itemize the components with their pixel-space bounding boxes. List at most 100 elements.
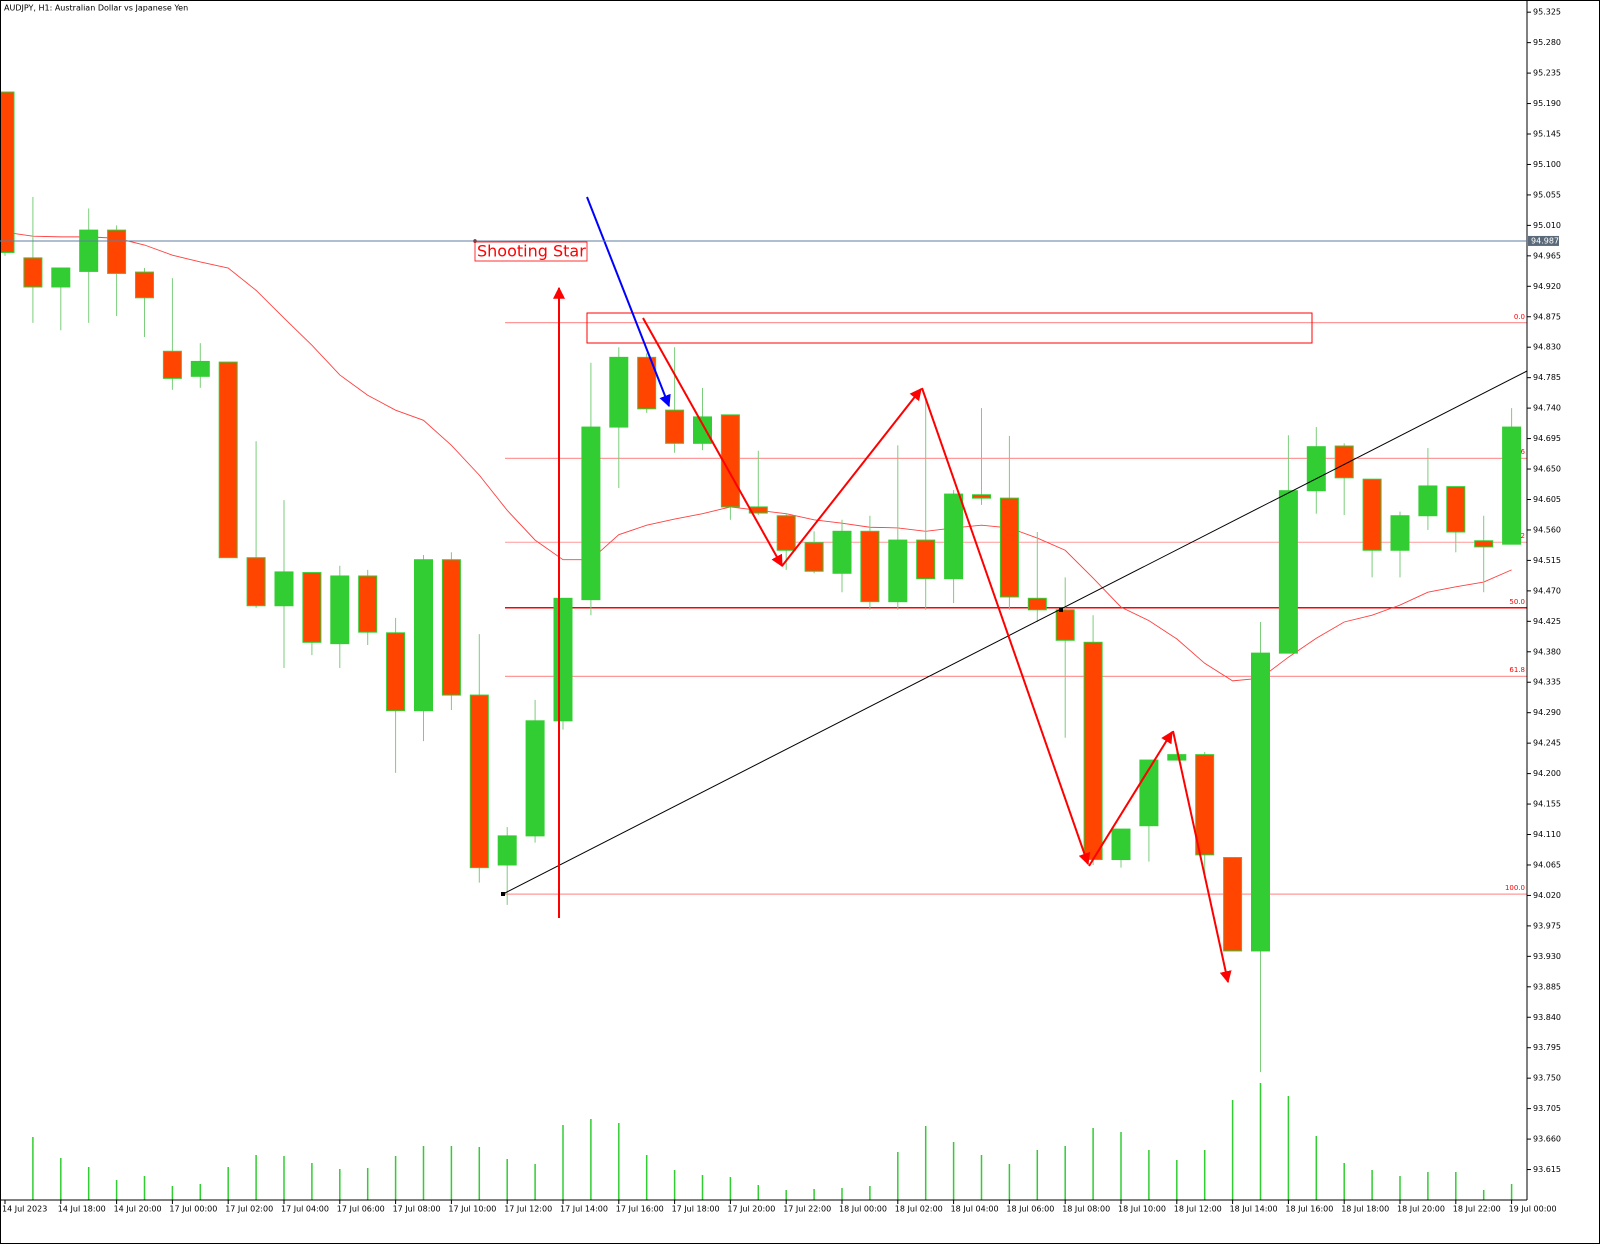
- x-tick-label: 18 Jul 00:00: [839, 1205, 887, 1214]
- candle-body: [1418, 485, 1438, 517]
- candle-body: [469, 694, 489, 869]
- x-tick-label: 18 Jul 04:00: [951, 1205, 999, 1214]
- x-tick-label: 14 Jul 2023: [2, 1205, 47, 1214]
- y-tick-label: 94.470: [1533, 586, 1561, 595]
- current-price-label: 94.987: [1531, 236, 1559, 245]
- x-tick-label: 17 Jul 00:00: [169, 1205, 217, 1214]
- x-tick-label: 18 Jul 22:00: [1453, 1205, 1501, 1214]
- current-price-tag: [1528, 235, 1559, 246]
- candle-body: [609, 356, 629, 428]
- candle-body: [1306, 446, 1326, 492]
- y-tick-label: 93.885: [1533, 982, 1561, 991]
- y-tick-label: 94.200: [1533, 769, 1561, 778]
- x-tick-label: 18 Jul 12:00: [1174, 1205, 1222, 1214]
- y-tick-label: 95.010: [1533, 221, 1561, 230]
- y-tick-label: 94.605: [1533, 495, 1561, 504]
- y-tick-label: 94.290: [1533, 708, 1561, 717]
- x-tick-label: 18 Jul 10:00: [1118, 1205, 1166, 1214]
- candle-body: [1195, 754, 1215, 856]
- candle-body: [1390, 515, 1410, 551]
- x-tick-label: 17 Jul 10:00: [448, 1205, 496, 1214]
- fib-label: 50.0: [1509, 598, 1525, 606]
- y-tick-label: 93.795: [1533, 1043, 1561, 1052]
- candle-body: [135, 271, 154, 299]
- candle-body: [916, 539, 936, 580]
- x-tick-label: 19 Jul 00:00: [1509, 1205, 1557, 1214]
- x-tick-label: 17 Jul 16:00: [616, 1205, 664, 1214]
- fib-label: 0.0: [1514, 313, 1525, 321]
- candle-body: [944, 493, 964, 580]
- candle-body: [162, 350, 182, 379]
- overlay: Shooting Star: [473, 196, 1528, 984]
- x-tick-label: 18 Jul 14:00: [1230, 1205, 1278, 1214]
- candle-body: [1334, 445, 1354, 479]
- fib-label: 61.8: [1509, 666, 1525, 674]
- candle-body: [1502, 426, 1522, 545]
- x-tick-label: 14 Jul 18:00: [58, 1205, 106, 1214]
- y-tick-label: 93.750: [1533, 1074, 1561, 1083]
- x-tick-label: 17 Jul 14:00: [560, 1205, 608, 1214]
- candle-body: [1055, 609, 1075, 641]
- candle-body: [497, 835, 517, 866]
- y-tick-label: 95.190: [1533, 99, 1561, 108]
- y-tick-label: 95.325: [1533, 8, 1561, 17]
- candle-body: [441, 559, 461, 696]
- y-tick-label: 95.055: [1533, 190, 1561, 199]
- y-tick-label: 94.155: [1533, 800, 1561, 809]
- annotation-text: Shooting Star: [477, 242, 586, 261]
- x-tick-label: 17 Jul 22:00: [783, 1205, 831, 1214]
- candle-body: [888, 539, 908, 603]
- y-tick-label: 94.740: [1533, 404, 1561, 413]
- candle-body: [190, 360, 210, 377]
- candle-body: [330, 575, 350, 645]
- y-tick-label: 94.065: [1533, 860, 1561, 869]
- chart-title: AUDJPY, H1: Australian Dollar vs Japanes…: [4, 4, 188, 13]
- y-tick-label: 95.145: [1533, 130, 1561, 139]
- zigzag-leg: [1088, 730, 1173, 867]
- y-tick-label: 93.705: [1533, 1104, 1561, 1113]
- y-tick-label: 95.235: [1533, 69, 1561, 78]
- x-tick-label: 17 Jul 12:00: [504, 1205, 552, 1214]
- y-tick-label: 94.920: [1533, 282, 1561, 291]
- x-tick-label: 17 Jul 02:00: [225, 1205, 273, 1214]
- zigzag-leg: [1172, 730, 1232, 984]
- y-tick-label: 94.650: [1533, 465, 1561, 474]
- y-tick-label: 94.560: [1533, 525, 1561, 534]
- trend-line: [502, 370, 1528, 895]
- candle-body: [1083, 641, 1103, 861]
- candle-body: [358, 575, 378, 633]
- y-tick-label: 93.840: [1533, 1013, 1561, 1022]
- candle-body: [804, 542, 824, 572]
- zigzag-leg: [642, 317, 783, 568]
- x-tick-label: 18 Jul 20:00: [1397, 1205, 1445, 1214]
- candle-body: [1474, 540, 1494, 548]
- y-tick-label: 94.785: [1533, 373, 1561, 382]
- resistance-box: [586, 312, 1313, 344]
- candle-body: [1446, 486, 1466, 533]
- x-tick-label: 17 Jul 04:00: [281, 1205, 329, 1214]
- candle-body: [1278, 490, 1298, 654]
- zigzag-leg: [921, 387, 1091, 866]
- x-tick-label: 17 Jul 08:00: [393, 1205, 441, 1214]
- y-tick-label: 94.875: [1533, 312, 1561, 321]
- x-tick-label: 18 Jul 18:00: [1341, 1205, 1389, 1214]
- candle-body: [1251, 652, 1270, 952]
- candle-body: [107, 229, 127, 274]
- y-tick-label: 93.975: [1533, 921, 1561, 930]
- candle-body: [1362, 478, 1382, 551]
- zigzag-leg: [781, 388, 922, 567]
- candle-body: [776, 515, 796, 551]
- zigzag: [642, 317, 1232, 984]
- y-tick-label: 95.280: [1533, 38, 1561, 47]
- x-tick-label: 18 Jul 02:00: [895, 1205, 943, 1214]
- y-tick-label: 94.695: [1533, 434, 1561, 443]
- y-tick-label: 93.660: [1533, 1135, 1561, 1144]
- x-tick-label: 18 Jul 08:00: [1062, 1205, 1110, 1214]
- y-tick-label: 94.245: [1533, 739, 1561, 748]
- volume-bars: [32, 1083, 1513, 1200]
- x-tick-label: 18 Jul 16:00: [1285, 1205, 1333, 1214]
- candle-body: [51, 267, 71, 288]
- candle-body: [637, 356, 657, 410]
- y-tick-label: 94.830: [1533, 343, 1561, 352]
